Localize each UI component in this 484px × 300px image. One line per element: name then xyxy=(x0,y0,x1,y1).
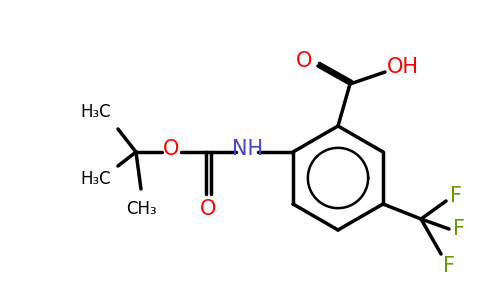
Text: CH₃: CH₃ xyxy=(126,200,156,218)
Text: O: O xyxy=(200,199,216,219)
Text: F: F xyxy=(450,186,462,206)
Text: NH: NH xyxy=(232,139,263,159)
Text: F: F xyxy=(453,219,465,239)
Text: O: O xyxy=(163,139,179,159)
Text: H₃C: H₃C xyxy=(81,103,111,121)
Text: H₃C: H₃C xyxy=(81,170,111,188)
Text: OH: OH xyxy=(387,57,419,77)
Text: O: O xyxy=(296,51,312,71)
Text: F: F xyxy=(443,256,455,276)
